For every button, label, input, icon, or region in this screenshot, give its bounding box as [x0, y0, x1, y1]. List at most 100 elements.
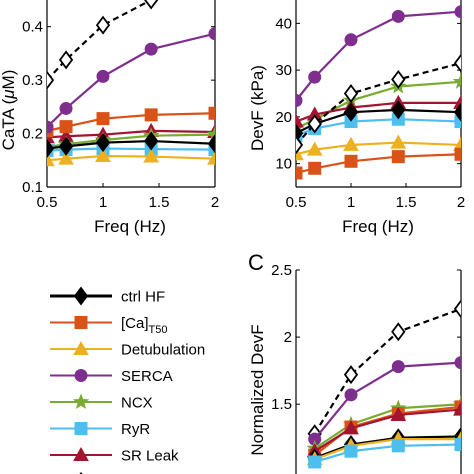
devf-point-sr-leak [296, 113, 304, 128]
devf-point-ctrl-h [391, 69, 406, 89]
legend-label-detubulation: Detubulation [121, 342, 205, 359]
legend-marker-serca [74, 369, 88, 382]
cata-point-ctrl-hf [47, 139, 55, 159]
cata-point-detubulation [95, 147, 111, 163]
devf-point-ctrl-hf [453, 102, 461, 122]
devf-point-detubulation [343, 136, 359, 151]
cata-series-detubulation [47, 147, 215, 167]
devf-point-serca [391, 9, 405, 23]
devf-series--ca-t50 [296, 147, 461, 180]
normdevf-line-detubulation [314, 438, 461, 461]
legend-item-detubulation: Detubulation [50, 340, 205, 359]
normdevf-series-group [306, 299, 461, 469]
devf-series-ctrl-h [296, 53, 461, 155]
devf-point-detubulation [453, 136, 461, 151]
normdevf-ylabel: Normalized DevF [248, 324, 267, 455]
normalized-devf-chart: C 1.5 2 2.5 Normalized DevF [248, 250, 462, 474]
normdevf-point-ctrl-h [391, 322, 406, 342]
normdevf-point--ca-t50 [454, 400, 461, 414]
normdevf-point-sr-leak [343, 420, 359, 435]
devf-point-ctrl-hf [391, 100, 406, 120]
normdevf-line-sr-leak [314, 408, 461, 453]
cata-point-ctrl-h [144, 0, 159, 10]
cata-point-ctrl-hf [207, 134, 215, 154]
cata-ylabel: CaTA (μM) [0, 70, 18, 151]
cata-point-ctrl-hf [58, 136, 74, 156]
devf-point-serca [454, 5, 461, 19]
cata-point--ca-t50 [144, 108, 158, 122]
cata-xtick-label: 0.5 [37, 194, 58, 211]
cata-point-detubulation [47, 152, 55, 167]
devf-point--ca-t50 [454, 147, 461, 161]
devf-point-ncx [452, 73, 461, 89]
cata-point-serca [208, 27, 215, 41]
normdevf-ytick-label: 2.5 [271, 262, 292, 279]
legend-marker-detubulation [73, 340, 89, 355]
legend-label-ncx: NCX [121, 395, 153, 412]
cata-point-ctrl-hf [144, 131, 159, 151]
devf-chart: 10 20 30 40 0.5 1 1.5 2 Freq (Hz) DevF (kPa) [248, 0, 465, 236]
cata-point-ctrl-h [58, 50, 74, 70]
cata-point-serca [96, 69, 110, 83]
legend-marker--ca-t50 [74, 316, 88, 329]
normdevf-series-ctrl-h [307, 299, 461, 444]
devf-point-serca [296, 94, 303, 108]
legend-item-ncx: NCX [50, 393, 153, 412]
cata-point-ctrl-h [47, 70, 55, 90]
cata-xtick-label: 2 [211, 194, 219, 211]
devf-xtick-label: 1 [347, 194, 355, 211]
cata-point-detubulation [58, 150, 74, 165]
cata-series-group [47, 0, 215, 167]
devf-xtick-label: 2 [457, 194, 465, 211]
cata-series-serca [47, 27, 215, 134]
legend-item-serca: SERCA [50, 368, 173, 385]
cata-series-ctrl-hf [47, 131, 215, 159]
devf-point--ca-t50 [344, 154, 358, 168]
devf-point-ctrl-h [296, 135, 304, 155]
cata-point--ca-t50 [59, 120, 73, 134]
cata-point--ca-t50 [96, 112, 110, 126]
normdevf-point-ryr [391, 439, 405, 453]
legend-marker-ctrl-hf [73, 286, 89, 306]
normdevf-point-sr-leak [453, 401, 461, 416]
devf-point--ca-t50 [296, 166, 303, 180]
devf-point-serca [308, 70, 322, 84]
normdevf-ytick-label: 1.5 [271, 396, 292, 413]
normdevf-point-serca [344, 388, 358, 402]
cata-ytick-label: 0.4 [22, 19, 43, 36]
normdevf-point-sr-leak [390, 406, 407, 421]
normdevf-point-ctrl-h [343, 365, 359, 385]
devf-point-detubulation [306, 141, 323, 156]
devf-xlabel: Freq (Hz) [342, 217, 414, 236]
normdevf-point-ryr [308, 455, 322, 469]
devf-line-serca [296, 10, 461, 102]
legend-label--ca-t50: [Ca]T50 [121, 315, 167, 336]
legend-item--ca-t50: [Ca]T50 [50, 315, 167, 336]
cata-xtick-label: 1 [99, 194, 107, 211]
devf-point-ctrl-hf [296, 123, 304, 143]
normdevf-point-serca [391, 360, 405, 374]
cata-ytick-label: 0.3 [22, 72, 43, 89]
cata-point-ctrl-h [95, 15, 111, 35]
cata-point-serca [47, 120, 54, 134]
legend-label-serca: SERCA [121, 368, 173, 385]
cata-axes: 0.1 0.2 0.3 0.4 0.5 1 1.5 2 [22, 0, 219, 211]
normdevf-point-serca [454, 356, 461, 370]
legend-item-ryr: RyR [50, 421, 150, 438]
devf-point-ctrl-hf [343, 102, 359, 122]
cata-point-detubulation [143, 148, 160, 163]
devf-series-serca [296, 5, 461, 108]
normdevf-line-ctrl-hf [314, 435, 461, 459]
normdevf-series-serca [308, 356, 461, 446]
normdevf-series-ryr [308, 437, 461, 469]
normdevf-line-ncx [314, 403, 461, 450]
cata-xlabel: Freq (Hz) [94, 217, 166, 236]
devf-point--ca-t50 [391, 150, 405, 164]
cata-chart: 0.1 0.2 0.3 0.4 0.5 1 1.5 2 Freq (Hz) CaTA (μM) [0, 0, 219, 236]
cata-ytick-label: 0.1 [22, 179, 43, 196]
panel-letter-c: C [248, 250, 264, 275]
normdevf-point-ryr [454, 437, 461, 451]
cata-point-ctrl-hf [95, 133, 111, 153]
devf-axes: 10 20 30 40 0.5 1 1.5 2 [275, 0, 465, 211]
